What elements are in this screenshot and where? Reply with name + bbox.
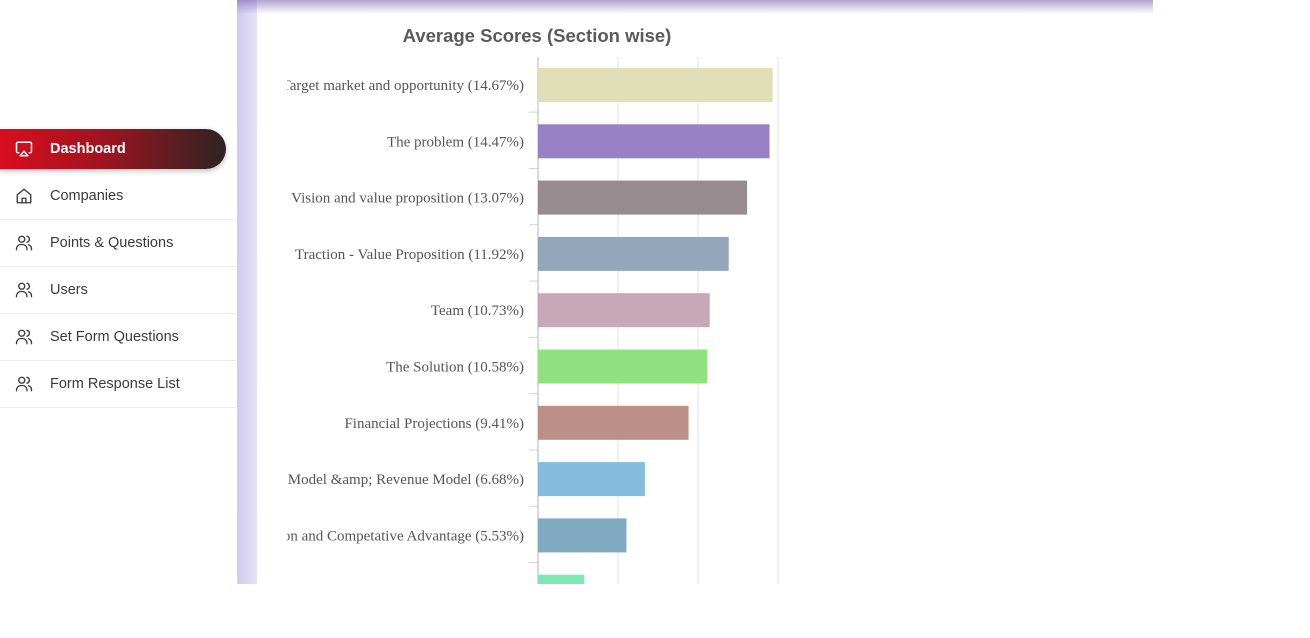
users-icon xyxy=(14,233,34,253)
top-shadow xyxy=(237,0,1153,14)
sidebar-item-points-questions[interactable]: Points & Questions xyxy=(0,220,236,267)
bar xyxy=(538,405,689,440)
users-icon xyxy=(14,374,34,394)
users-icon xyxy=(14,327,34,347)
bar xyxy=(538,236,729,271)
category-label: Business Model &amp; Revenue Model (6.68… xyxy=(257,472,524,488)
monitor-icon xyxy=(14,139,34,159)
category-label: Traction - Value Proposition (11.92%) xyxy=(295,247,524,263)
sidebar: Dashboard Companies Points & Questions U… xyxy=(0,0,237,638)
chart-panel: Average Scores (Section wise) Target mark… xyxy=(257,0,1153,620)
sidebar-item-label: Companies xyxy=(50,188,124,204)
bar xyxy=(538,124,770,159)
bar xyxy=(538,349,708,384)
category-label: Vision and value proposition (13.07%) xyxy=(291,191,524,207)
sidebar-item-label: Dashboard xyxy=(50,141,126,157)
sidebar-item-form-response-list[interactable]: Form Response List xyxy=(0,361,236,408)
sidebar-item-companies[interactable]: Companies xyxy=(0,173,236,220)
category-label: Team (10.73%) xyxy=(431,303,524,319)
sidebar-item-label: Users xyxy=(50,282,88,298)
category-label: The problem (14.47%) xyxy=(387,134,524,150)
content-edge-band xyxy=(237,0,257,584)
category-label: The Solution (10.58%) xyxy=(386,360,524,376)
category-label: Target market and opportunity (14.67%) xyxy=(282,78,524,94)
bar xyxy=(538,574,585,609)
sidebar-item-label: Form Response List xyxy=(50,376,180,392)
chart-title: Average Scores (Section wise) xyxy=(403,25,672,46)
bar xyxy=(538,293,710,328)
category-label: Competition and Competative Advantage (5… xyxy=(257,528,524,544)
section-scores-chart: Average Scores (Section wise) Target mark… xyxy=(257,25,779,620)
sidebar-item-users[interactable]: Users xyxy=(0,267,236,314)
bar xyxy=(538,462,645,497)
sidebar-item-label: Set Form Questions xyxy=(50,329,179,345)
home-icon xyxy=(14,186,34,206)
sidebar-item-dashboard[interactable]: Dashboard xyxy=(0,129,226,169)
category-label: Financial Projections (9.41%) xyxy=(344,416,524,432)
bar xyxy=(538,180,748,215)
users-icon xyxy=(14,280,34,300)
sidebar-item-label: Points & Questions xyxy=(50,235,174,251)
bar xyxy=(538,68,773,102)
bar xyxy=(538,518,627,553)
sidebar-item-set-form-questions[interactable]: Set Form Questions xyxy=(0,314,236,361)
